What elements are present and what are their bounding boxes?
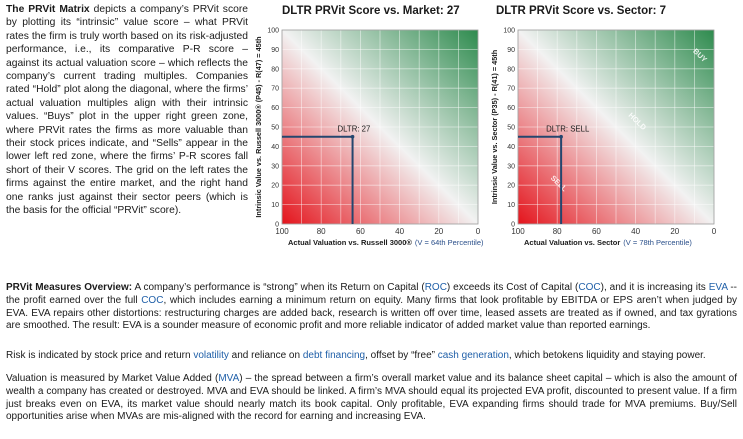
x-tick-label: 80: [553, 227, 562, 236]
overview-paragraph: PRVit Measures Overview: A company’s per…: [6, 282, 737, 333]
paragraph-text: -- the profit earned over the full: [6, 282, 738, 306]
overview-heading: PRVit Measures Overview:: [6, 282, 133, 293]
x-tick-label: 40: [395, 227, 404, 236]
link-coc[interactable]: COC: [578, 282, 601, 293]
link-volatility[interactable]: volatility: [193, 350, 229, 361]
market-chart-title: DLTR PRVit Score vs. Market: 27: [282, 5, 460, 17]
link-mva[interactable]: MVA: [218, 373, 240, 384]
y-tick-label: 70: [507, 86, 515, 93]
paragraph-text: ) – the spread between a firm’s overall …: [6, 373, 737, 423]
company-point: [559, 134, 563, 139]
x-tick-label: 60: [592, 227, 601, 236]
y-tick-label: 0: [275, 222, 279, 229]
x-axis-title: Actual Valuation vs. Sector: [524, 238, 620, 247]
x-axis-note: (V = 78th Percentile): [623, 238, 692, 247]
company-point-label: DLTR: SELL: [546, 125, 590, 134]
paragraph-text: and reliance on: [228, 350, 303, 361]
x-axis-title: Actual Valuation vs. Russell 3000®: [288, 238, 412, 247]
y-tick-label: 100: [267, 28, 279, 35]
paragraph-text: A company’s performance is “strong” when…: [132, 282, 425, 293]
x-tick-label: 100: [275, 227, 289, 236]
paragraph-text: Risk is indicated by stock price and ret…: [6, 350, 194, 361]
plot-border: [517, 29, 715, 225]
x-tick-label: 20: [670, 227, 679, 236]
x-tick-label: 0: [712, 227, 717, 236]
link-eva[interactable]: EVA: [708, 282, 728, 293]
x-axis-note: (V = 64th Percentile): [415, 238, 484, 247]
company-point-label: DLTR: 27: [338, 125, 371, 134]
intro-paragraph: The PRVit Matrix depicts a company’s PRV…: [6, 3, 248, 218]
y-tick-label: 60: [271, 105, 279, 112]
market-prvit-chart: 0 10 20 30 40 50 60 70 80 90 100 100 80 60 40 20 0 Intrin…: [254, 28, 484, 248]
paragraph-text: Valuation is measured by Market Value Ad…: [6, 373, 219, 384]
y-tick-label: 0: [511, 222, 515, 229]
x-tick-label: 80: [317, 227, 326, 236]
intro-title: The PRVit Matrix: [6, 4, 90, 15]
paragraph-text: , which betokens liquidity and staying p…: [508, 350, 706, 361]
paragraph-text: , which includes earning a minimum retur…: [6, 294, 738, 332]
y-axis-label: Intrinsic Value vs. Russell 3000® (P45) …: [254, 36, 263, 217]
x-tick-label: 40: [631, 227, 640, 236]
y-tick-label: 10: [507, 202, 515, 209]
y-tick-label: 50: [507, 125, 515, 132]
link-cash-generation[interactable]: cash generation: [437, 350, 509, 361]
y-tick-label: 20: [507, 183, 515, 190]
x-tick-label: 60: [356, 227, 365, 236]
y-tick-label: 40: [507, 144, 515, 151]
y-tick-label: 80: [507, 66, 515, 73]
company-point: [350, 134, 355, 139]
sector-prvit-chart: 0 10 20 30 40 50 60 70 80 90 100 100 80 60 40 20 0 Intrin…: [490, 28, 717, 248]
link-roc[interactable]: ROC: [424, 282, 447, 293]
x-tick-label: 0: [476, 227, 481, 236]
y-tick-label: 40: [271, 144, 279, 151]
y-tick-label: 30: [271, 163, 279, 170]
y-tick-label: 90: [271, 47, 279, 54]
y-tick-label: 20: [271, 183, 279, 190]
overview-text: A company’s performance is “strong” when…: [6, 282, 737, 331]
x-tick-label: 100: [511, 227, 525, 236]
plot-border: [281, 29, 479, 225]
paragraph-text: ), and it is increasing its: [600, 282, 709, 293]
valuation-paragraph: Valuation is measured by Market Value Ad…: [6, 373, 737, 424]
y-tick-label: 10: [271, 202, 279, 209]
y-tick-label: 80: [271, 66, 279, 73]
x-axis-label: Actual Valuation vs. Sector (V = 78th Per…: [524, 238, 692, 247]
paragraph-text: , offset by “free”: [365, 350, 438, 361]
link-debt-financing[interactable]: debt financing: [302, 350, 366, 361]
y-tick-label: 90: [507, 47, 515, 54]
y-tick-label: 70: [271, 86, 279, 93]
y-tick-label: 50: [271, 125, 279, 132]
risk-paragraph: Risk is indicated by stock price and ret…: [6, 350, 737, 363]
y-axis-label: Intrinsic Value vs. Sector (P35) - R(41)…: [490, 50, 499, 204]
y-tick-label: 100: [503, 28, 515, 35]
sector-chart-title: DLTR PRVit Score vs. Sector: 7: [496, 5, 667, 17]
paragraph-text: ) exceeds its Cost of Capital (: [446, 282, 579, 293]
y-tick-label: 60: [507, 105, 515, 112]
intro-text: depicts a company’s PRVit score by plott…: [6, 4, 248, 217]
link-coc[interactable]: COC: [141, 294, 164, 306]
y-tick-label: 30: [507, 163, 515, 170]
x-tick-label: 20: [434, 227, 443, 236]
x-axis-label: Actual Valuation vs. Russell 3000® (V = 6…: [288, 238, 484, 247]
